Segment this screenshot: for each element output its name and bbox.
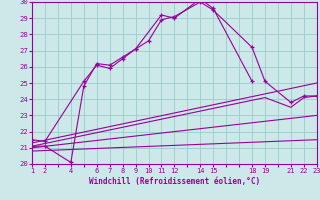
X-axis label: Windchill (Refroidissement éolien,°C): Windchill (Refroidissement éolien,°C) xyxy=(89,177,260,186)
